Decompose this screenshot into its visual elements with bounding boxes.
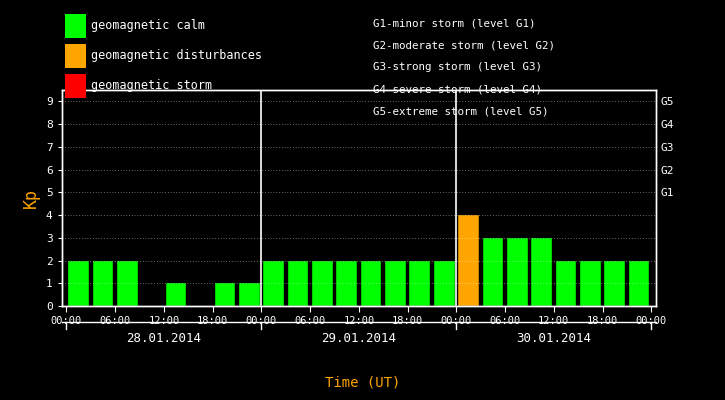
Y-axis label: Kp: Kp [22,188,41,208]
Bar [531,238,552,306]
Text: geomagnetic storm: geomagnetic storm [91,80,212,92]
Text: G4-severe storm (level G4): G4-severe storm (level G4) [373,84,542,94]
Bar [68,260,89,306]
Text: G2-moderate storm (level G2): G2-moderate storm (level G2) [373,40,555,50]
Text: 29.01.2014: 29.01.2014 [321,332,397,344]
Bar [117,260,138,306]
Text: Time (UT): Time (UT) [325,376,400,390]
Bar [507,238,528,306]
Bar [555,260,576,306]
Bar [361,260,381,306]
Text: G1-minor storm (level G1): G1-minor storm (level G1) [373,18,536,28]
Bar [458,215,479,306]
Text: 30.01.2014: 30.01.2014 [516,332,592,344]
Bar [385,260,406,306]
Text: G5-extreme storm (level G5): G5-extreme storm (level G5) [373,106,549,116]
Text: 28.01.2014: 28.01.2014 [126,332,202,344]
Text: geomagnetic disturbances: geomagnetic disturbances [91,50,262,62]
Bar [166,283,186,306]
Bar [263,260,284,306]
Text: G3-strong storm (level G3): G3-strong storm (level G3) [373,62,542,72]
Bar [434,260,455,306]
Bar [288,260,308,306]
Bar [629,260,650,306]
Bar [483,238,503,306]
Bar [93,260,113,306]
Bar [605,260,625,306]
Text: geomagnetic calm: geomagnetic calm [91,20,204,32]
Bar [336,260,357,306]
Bar [410,260,430,306]
Bar [312,260,333,306]
Bar [239,283,260,306]
Bar [215,283,235,306]
Bar [580,260,601,306]
